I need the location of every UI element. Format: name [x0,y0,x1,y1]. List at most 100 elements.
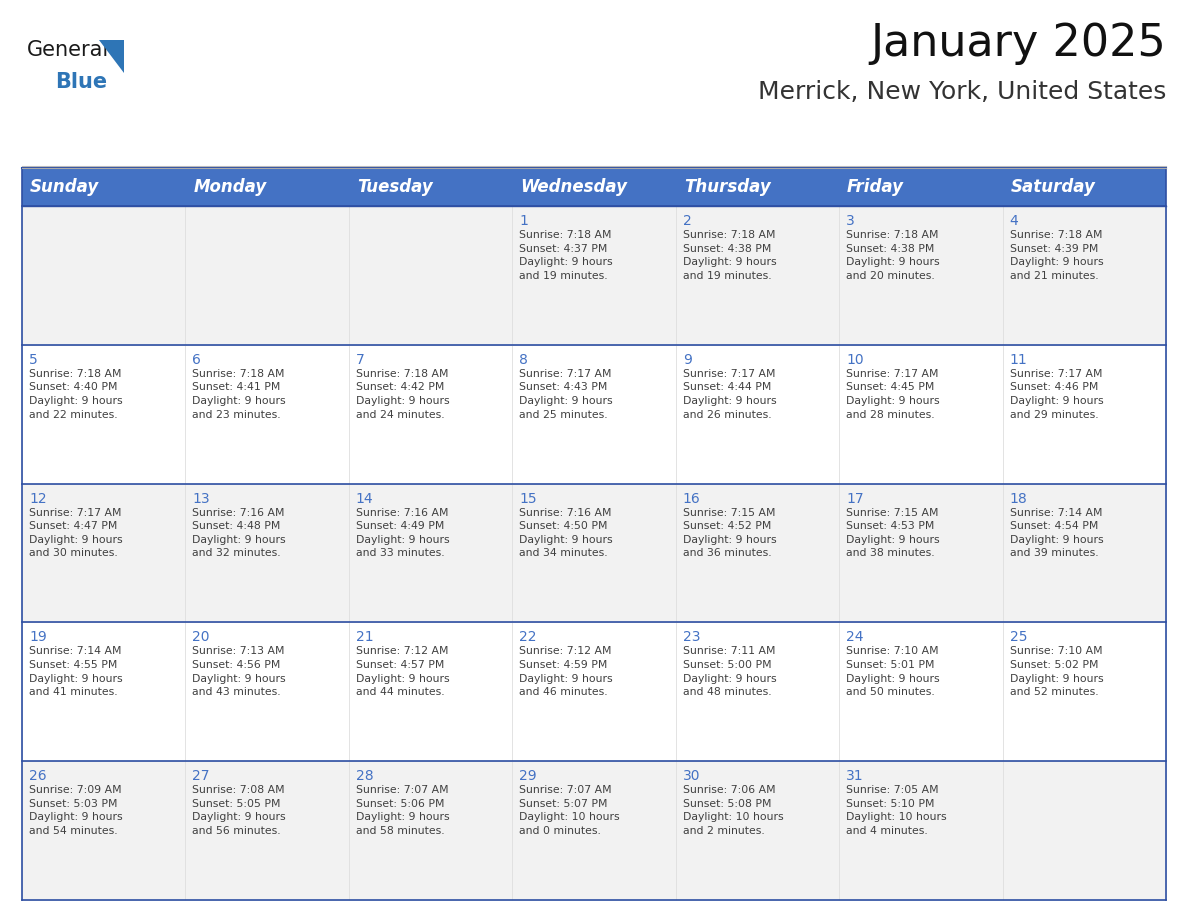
Bar [23,206,185,345]
Bar [1003,345,1165,484]
Text: 15: 15 [519,492,537,506]
Text: Thursday: Thursday [684,178,771,196]
Text: 22: 22 [519,631,537,644]
Bar [676,622,839,761]
Text: 20: 20 [192,631,210,644]
Text: Sunrise: 7:16 AM
Sunset: 4:48 PM
Daylight: 9 hours
and 32 minutes.: Sunrise: 7:16 AM Sunset: 4:48 PM Dayligh… [192,508,286,558]
Bar [185,345,349,484]
Text: 24: 24 [846,631,864,644]
Text: 6: 6 [192,353,201,367]
Bar [839,168,1003,206]
Text: Sunrise: 7:12 AM
Sunset: 4:57 PM
Daylight: 9 hours
and 44 minutes.: Sunrise: 7:12 AM Sunset: 4:57 PM Dayligh… [356,646,449,697]
Bar [512,168,676,206]
Bar [185,622,349,761]
Bar [349,484,512,622]
Bar [676,345,839,484]
Text: 29: 29 [519,769,537,783]
Bar [676,484,839,622]
Bar [839,761,1003,900]
Text: Sunrise: 7:18 AM
Sunset: 4:40 PM
Daylight: 9 hours
and 22 minutes.: Sunrise: 7:18 AM Sunset: 4:40 PM Dayligh… [29,369,122,420]
Text: Sunday: Sunday [30,178,100,196]
Text: Sunrise: 7:09 AM
Sunset: 5:03 PM
Daylight: 9 hours
and 54 minutes.: Sunrise: 7:09 AM Sunset: 5:03 PM Dayligh… [29,785,122,836]
Text: Sunrise: 7:16 AM
Sunset: 4:50 PM
Daylight: 9 hours
and 34 minutes.: Sunrise: 7:16 AM Sunset: 4:50 PM Dayligh… [519,508,613,558]
Bar [349,206,512,345]
Text: Sunrise: 7:17 AM
Sunset: 4:47 PM
Daylight: 9 hours
and 30 minutes.: Sunrise: 7:17 AM Sunset: 4:47 PM Dayligh… [29,508,122,558]
Text: 14: 14 [356,492,373,506]
Text: 27: 27 [192,769,210,783]
Bar [512,345,676,484]
Text: Sunrise: 7:15 AM
Sunset: 4:52 PM
Daylight: 9 hours
and 36 minutes.: Sunrise: 7:15 AM Sunset: 4:52 PM Dayligh… [683,508,776,558]
Text: 19: 19 [29,631,46,644]
Bar [185,206,349,345]
Text: 26: 26 [29,769,46,783]
Text: Sunrise: 7:17 AM
Sunset: 4:43 PM
Daylight: 9 hours
and 25 minutes.: Sunrise: 7:17 AM Sunset: 4:43 PM Dayligh… [519,369,613,420]
Text: 2: 2 [683,214,691,228]
Bar [839,484,1003,622]
Text: General: General [27,40,109,60]
Bar [23,622,185,761]
Bar [839,206,1003,345]
Bar [1003,761,1165,900]
Text: Sunrise: 7:18 AM
Sunset: 4:37 PM
Daylight: 9 hours
and 19 minutes.: Sunrise: 7:18 AM Sunset: 4:37 PM Dayligh… [519,230,613,281]
Bar [23,168,185,206]
Text: 17: 17 [846,492,864,506]
Text: 3: 3 [846,214,855,228]
Text: 8: 8 [519,353,529,367]
Bar [349,761,512,900]
Text: 7: 7 [356,353,365,367]
Text: Blue: Blue [55,72,107,92]
Text: 23: 23 [683,631,700,644]
Bar [512,206,676,345]
Bar [839,622,1003,761]
Text: 13: 13 [192,492,210,506]
Text: Friday: Friday [847,178,904,196]
Bar [23,484,185,622]
Text: Sunrise: 7:08 AM
Sunset: 5:05 PM
Daylight: 9 hours
and 56 minutes.: Sunrise: 7:08 AM Sunset: 5:05 PM Dayligh… [192,785,286,836]
Text: Monday: Monday [194,178,266,196]
Bar [185,484,349,622]
Bar [23,761,185,900]
Text: Sunrise: 7:13 AM
Sunset: 4:56 PM
Daylight: 9 hours
and 43 minutes.: Sunrise: 7:13 AM Sunset: 4:56 PM Dayligh… [192,646,286,697]
Text: 31: 31 [846,769,864,783]
Text: 4: 4 [1010,214,1018,228]
Text: Sunrise: 7:18 AM
Sunset: 4:38 PM
Daylight: 9 hours
and 20 minutes.: Sunrise: 7:18 AM Sunset: 4:38 PM Dayligh… [846,230,940,281]
Polygon shape [99,40,124,73]
Text: Sunrise: 7:17 AM
Sunset: 4:44 PM
Daylight: 9 hours
and 26 minutes.: Sunrise: 7:17 AM Sunset: 4:44 PM Dayligh… [683,369,776,420]
Bar [1003,622,1165,761]
Text: Sunrise: 7:10 AM
Sunset: 5:01 PM
Daylight: 9 hours
and 50 minutes.: Sunrise: 7:10 AM Sunset: 5:01 PM Dayligh… [846,646,940,697]
Text: Saturday: Saturday [1011,178,1095,196]
Text: 12: 12 [29,492,46,506]
Text: Tuesday: Tuesday [356,178,432,196]
Bar [1003,168,1165,206]
Bar [349,345,512,484]
Text: 25: 25 [1010,631,1028,644]
Bar [839,345,1003,484]
Text: 1: 1 [519,214,529,228]
Text: Sunrise: 7:18 AM
Sunset: 4:38 PM
Daylight: 9 hours
and 19 minutes.: Sunrise: 7:18 AM Sunset: 4:38 PM Dayligh… [683,230,776,281]
Text: 21: 21 [356,631,373,644]
Text: Sunrise: 7:14 AM
Sunset: 4:55 PM
Daylight: 9 hours
and 41 minutes.: Sunrise: 7:14 AM Sunset: 4:55 PM Dayligh… [29,646,122,697]
Text: Sunrise: 7:05 AM
Sunset: 5:10 PM
Daylight: 10 hours
and 4 minutes.: Sunrise: 7:05 AM Sunset: 5:10 PM Dayligh… [846,785,947,836]
Bar [676,168,839,206]
Text: Sunrise: 7:17 AM
Sunset: 4:45 PM
Daylight: 9 hours
and 28 minutes.: Sunrise: 7:17 AM Sunset: 4:45 PM Dayligh… [846,369,940,420]
Text: 11: 11 [1010,353,1028,367]
Text: 18: 18 [1010,492,1028,506]
Text: 30: 30 [683,769,700,783]
Bar [512,622,676,761]
Text: Wednesday: Wednesday [520,178,627,196]
Text: Sunrise: 7:16 AM
Sunset: 4:49 PM
Daylight: 9 hours
and 33 minutes.: Sunrise: 7:16 AM Sunset: 4:49 PM Dayligh… [356,508,449,558]
Bar [1003,484,1165,622]
Bar [23,345,185,484]
Text: Merrick, New York, United States: Merrick, New York, United States [758,80,1165,104]
Text: Sunrise: 7:18 AM
Sunset: 4:41 PM
Daylight: 9 hours
and 23 minutes.: Sunrise: 7:18 AM Sunset: 4:41 PM Dayligh… [192,369,286,420]
Text: Sunrise: 7:07 AM
Sunset: 5:07 PM
Daylight: 10 hours
and 0 minutes.: Sunrise: 7:07 AM Sunset: 5:07 PM Dayligh… [519,785,620,836]
Text: Sunrise: 7:17 AM
Sunset: 4:46 PM
Daylight: 9 hours
and 29 minutes.: Sunrise: 7:17 AM Sunset: 4:46 PM Dayligh… [1010,369,1104,420]
Bar [676,206,839,345]
Text: Sunrise: 7:18 AM
Sunset: 4:42 PM
Daylight: 9 hours
and 24 minutes.: Sunrise: 7:18 AM Sunset: 4:42 PM Dayligh… [356,369,449,420]
Text: 9: 9 [683,353,691,367]
Text: Sunrise: 7:14 AM
Sunset: 4:54 PM
Daylight: 9 hours
and 39 minutes.: Sunrise: 7:14 AM Sunset: 4:54 PM Dayligh… [1010,508,1104,558]
Text: 16: 16 [683,492,701,506]
Text: January 2025: January 2025 [871,22,1165,65]
Text: Sunrise: 7:12 AM
Sunset: 4:59 PM
Daylight: 9 hours
and 46 minutes.: Sunrise: 7:12 AM Sunset: 4:59 PM Dayligh… [519,646,613,697]
Text: 5: 5 [29,353,38,367]
